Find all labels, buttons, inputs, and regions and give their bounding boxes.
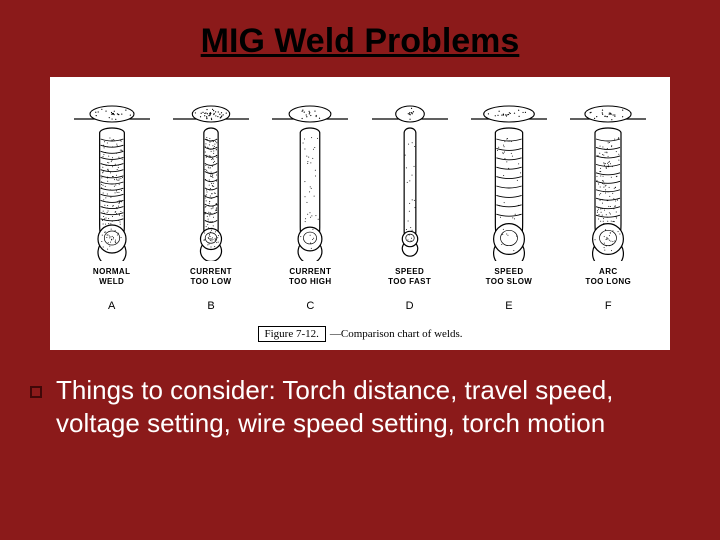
weld-comparison-figure: NORMAL WELDACURRENT TOO LOWBCURRENT TOO … — [50, 77, 670, 350]
weld-column: SPEED TOO SLOW E — [464, 91, 554, 312]
bullet-item: Things to consider: Torch distance, trav… — [0, 350, 720, 439]
weld-letter: F — [605, 300, 612, 312]
weld-letter: C — [306, 300, 314, 312]
weld-letter: E — [505, 300, 512, 312]
weld-label: CURRENT TOO HIGH — [289, 267, 332, 286]
weld-column: NORMAL WELD A — [67, 91, 157, 312]
weld-label: SPEED TOO SLOW — [486, 267, 533, 286]
weld-label: NORMAL WELD — [93, 267, 131, 286]
weld-label: ARC TOO LONG — [585, 267, 631, 286]
bullet-icon — [30, 386, 42, 398]
weld-label: CURRENT TOO LOW — [190, 267, 232, 286]
weld-letter: B — [207, 300, 214, 312]
weld-letter: A — [108, 300, 115, 312]
weld-label: SPEED TOO FAST — [388, 267, 431, 286]
page-title: MIG Weld Problems — [0, 0, 720, 77]
figure-number-box: Figure 7-12. — [258, 326, 326, 342]
weld-column: CURRENT TOO LOW B — [166, 91, 256, 312]
figure-caption-text: —Comparison chart of welds. — [330, 328, 463, 340]
weld-column: CURRENT TOO HIGH C — [265, 91, 355, 312]
weld-column: SPEED TOO FAST D — [365, 91, 455, 312]
bullet-text: Things to consider: Torch distance, trav… — [56, 375, 613, 438]
weld-row: NORMAL WELDACURRENT TOO LOWBCURRENT TOO … — [62, 91, 658, 312]
figure-caption: Figure 7-12. —Comparison chart of welds. — [62, 326, 658, 342]
weld-letter: D — [406, 300, 414, 312]
weld-column: ARC TOO LONG F — [563, 91, 653, 312]
